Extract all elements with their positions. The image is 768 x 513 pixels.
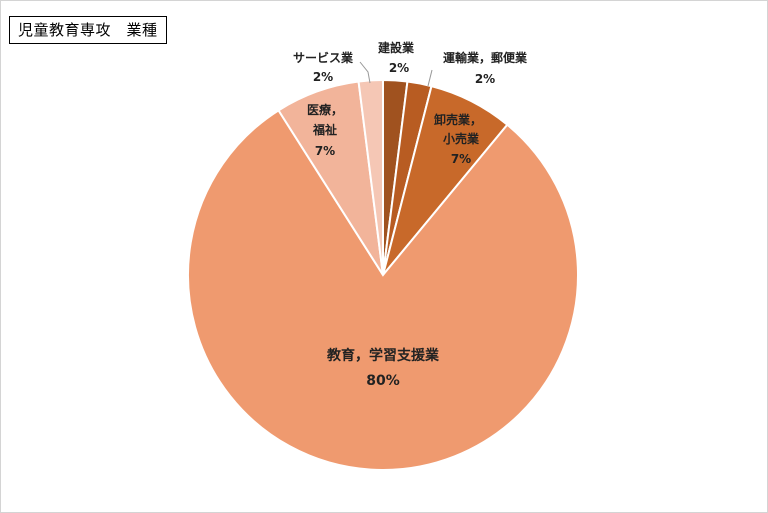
pie-slice: [187, 108, 579, 471]
slice-category-label: 福祉: [312, 122, 337, 137]
leader-line: [359, 61, 371, 84]
slice-percent-label: 2%: [475, 72, 495, 86]
slice-percent-label: 2%: [389, 61, 409, 75]
slice-category-label: 教育，学習支援業: [327, 347, 440, 364]
slice-category-label: 医療，: [307, 102, 343, 117]
slice-category-label: 卸売業，: [434, 112, 482, 127]
slice-category-label: 小売業: [443, 131, 480, 146]
slice-percent-label: 7%: [451, 152, 471, 166]
slice-category-label: 建設業: [377, 40, 415, 55]
leader-line: [427, 69, 433, 87]
chart-title: 児童教育専攻 業種: [9, 16, 167, 44]
slice-category-label: 運輸業，郵便業: [443, 50, 528, 65]
slice-percent-label: 2%: [313, 70, 333, 84]
slice-percent-label: 7%: [315, 144, 335, 158]
slice-percent-label: 80%: [366, 373, 400, 389]
pie-slice: [357, 78, 384, 276]
slice-category-label: サービス業: [293, 50, 354, 65]
